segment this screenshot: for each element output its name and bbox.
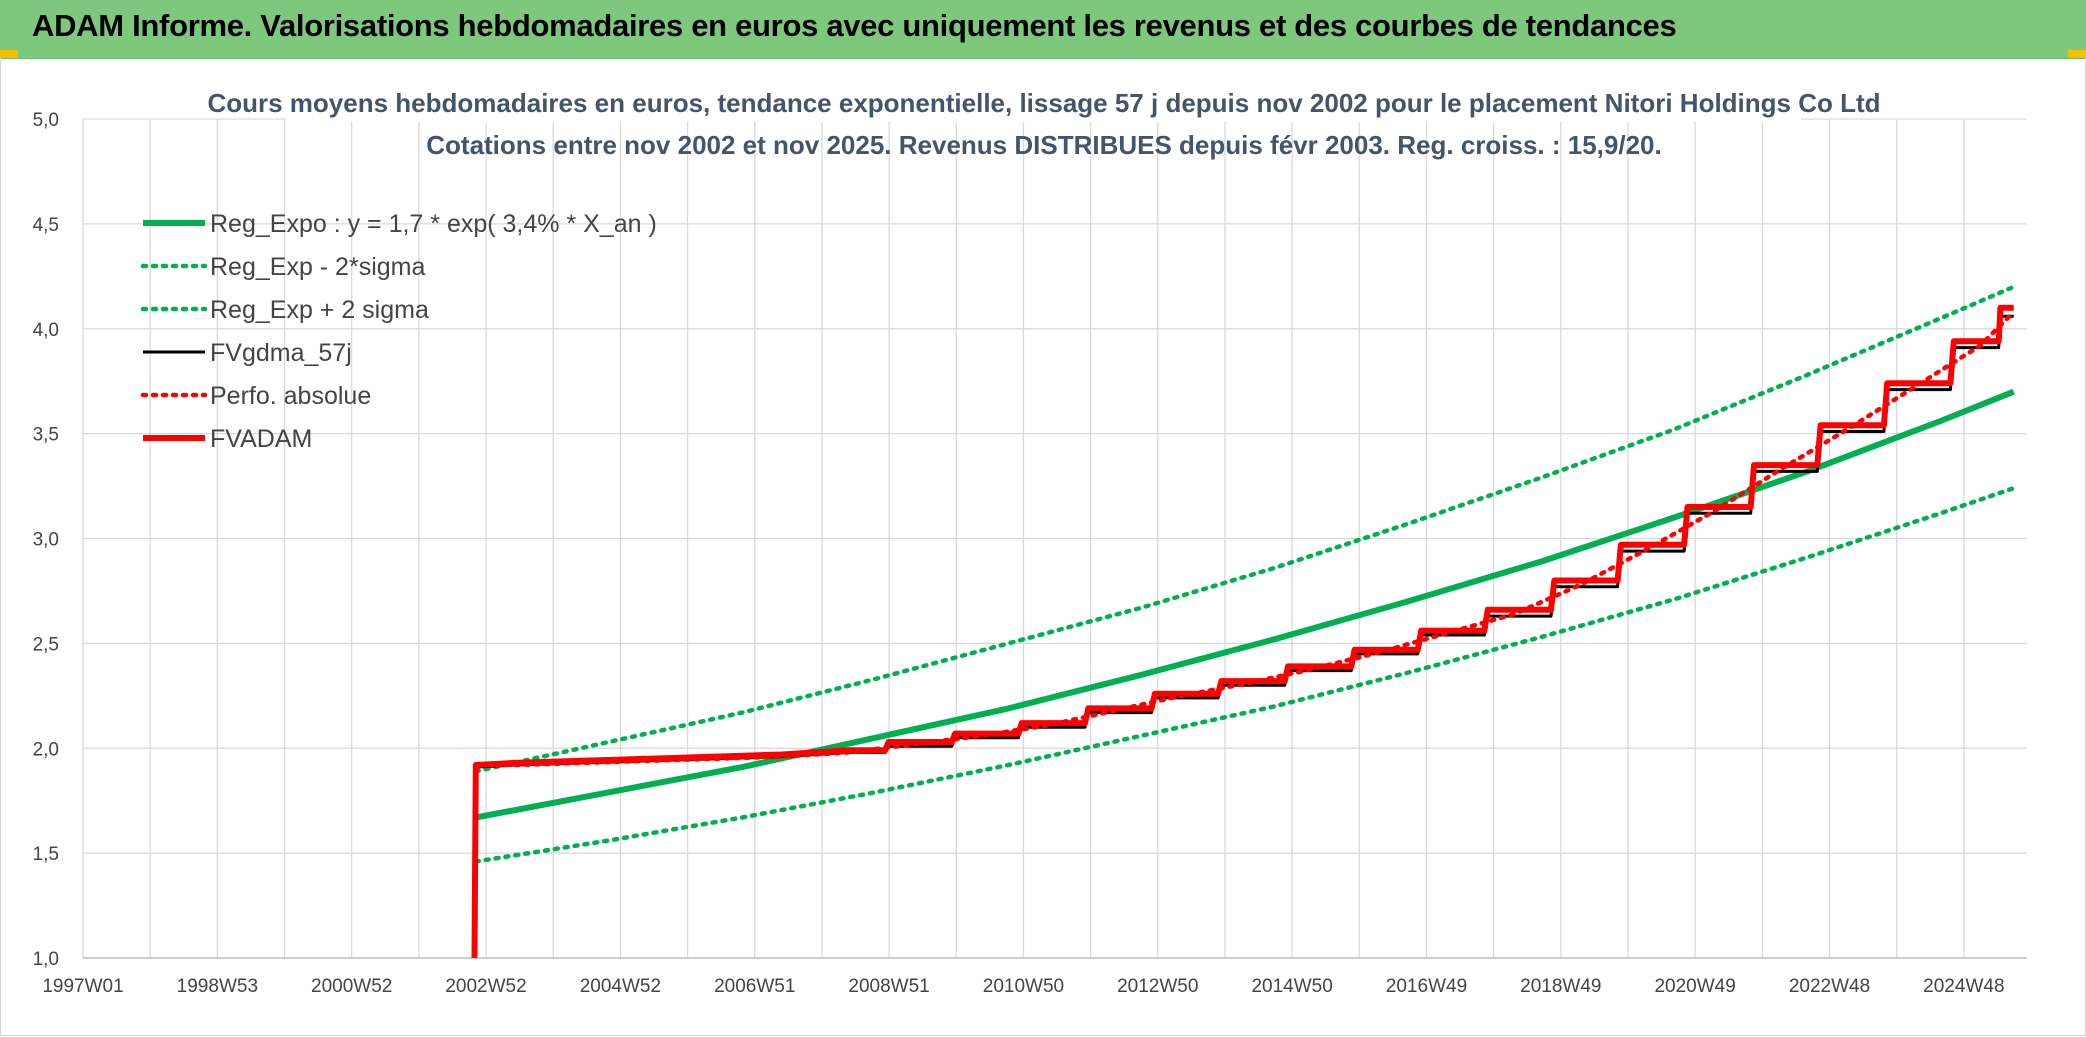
x-tick-label: 2000W52	[311, 976, 392, 997]
y-tick-label: 2,5	[33, 634, 59, 655]
legend-label-reg-exp-2-sigma: Reg_Exp - 2*sigma	[210, 253, 425, 281]
x-tick-label: 2016W49	[1386, 976, 1467, 997]
x-tick-label: 2022W48	[1789, 976, 1870, 997]
chart-title-line-1: Cours moyens hebdomadaires en euros, ten…	[207, 88, 1880, 118]
title-background	[286, 86, 1801, 122]
x-tick-label: 2018W49	[1520, 976, 1601, 997]
legend-label-reg-expo-y-1-7-exp-3-4-x-an: Reg_Expo : y = 1,7 * exp( 3,4% * X_an )	[210, 210, 657, 238]
x-tick-label: 1997W01	[42, 976, 123, 997]
x-tick-label: 2012W50	[1117, 976, 1198, 997]
y-tick-label: 5,0	[33, 110, 59, 131]
y-tick-label: 2,0	[33, 739, 59, 760]
series-line-perfo-absolue	[473, 309, 2016, 768]
legend-label-perfo-absolue: Perfo. absolue	[210, 382, 371, 410]
report-title: ADAM Informe. Valorisations hebdomadaire…	[32, 8, 1677, 43]
series-line-reg-exp-2-sigma	[473, 284, 2016, 774]
y-tick-label: 1,5	[33, 844, 59, 865]
x-tick-label: 2020W49	[1654, 976, 1735, 997]
x-tick-label: 2006W51	[714, 976, 795, 997]
y-tick-label: 3,0	[33, 530, 59, 551]
corner-marker-right	[2068, 50, 2086, 58]
x-tick-label: 2010W50	[983, 976, 1064, 997]
line-chart: 1,0 1,5 2,0 2,5 3,0 3,5 4,0 4,5 5,0 1997W01 1998W5…	[33, 86, 2027, 997]
corner-marker-left	[0, 50, 18, 58]
series-line-reg-expo-y-1-7-exp-3-4-x-an	[475, 388, 2015, 821]
report-banner: ADAM Informe. Valorisations hebdomadaire…	[0, 0, 2086, 59]
chart-title-line-2: Cotations entre nov 2002 et nov 2025. Re…	[426, 130, 1661, 160]
legend-label-fvadam: FVADAM	[210, 425, 312, 453]
legend-label-fvgdma-57j: FVgdma_57j	[210, 339, 352, 367]
y-tick-label: 4,5	[33, 215, 59, 236]
chart-frame: 1,0 1,5 2,0 2,5 3,0 3,5 4,0 4,5 5,0 1997W01 1998W5…	[0, 58, 2086, 1036]
x-tick-label: 2014W50	[1251, 976, 1332, 997]
series-line-reg-exp-2-sigma	[473, 485, 2016, 864]
legend-label-reg-exp-2-sigma: Reg_Exp + 2 sigma	[210, 296, 429, 324]
x-tick-label: 2004W52	[580, 976, 661, 997]
x-tick-label: 2008W51	[848, 976, 929, 997]
x-tick-label: 2002W52	[445, 976, 526, 997]
y-tick-label: 1,0	[33, 949, 59, 970]
x-tick-label: 2024W48	[1923, 976, 2004, 997]
x-tick-label: 1998W53	[177, 976, 258, 997]
series-line-fvgdma-57j	[475, 314, 2014, 769]
y-tick-label: 3,5	[33, 425, 59, 446]
series-line-fvadam	[471, 304, 2014, 959]
y-tick-label: 4,0	[33, 320, 59, 341]
